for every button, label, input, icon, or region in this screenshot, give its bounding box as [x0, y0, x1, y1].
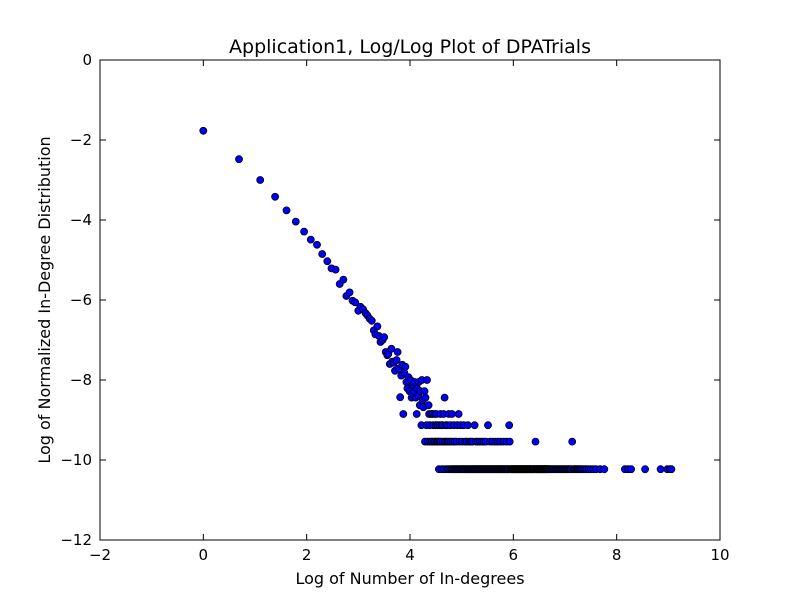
data-point — [568, 437, 577, 446]
data-point — [393, 348, 402, 356]
data-point — [199, 126, 208, 135]
data-point — [323, 257, 332, 266]
data-point — [470, 421, 479, 430]
y-tick-label: 0 — [82, 51, 92, 69]
data-point — [331, 265, 340, 274]
data-point — [447, 410, 456, 418]
data-point — [627, 465, 635, 474]
y-tick-label: −4 — [70, 211, 92, 229]
data-point — [667, 465, 676, 474]
x-tick-label: −2 — [89, 546, 111, 564]
data-point — [396, 393, 405, 402]
plot-frame — [99, 59, 721, 541]
data-point — [367, 316, 376, 325]
y-tick-label: −12 — [60, 531, 92, 549]
data-point — [412, 410, 421, 418]
y-tick-label: −8 — [70, 371, 92, 389]
data-point — [345, 288, 354, 297]
y-axis-label: Log of Normalized In-Degree Distribution — [35, 136, 54, 463]
x-tick-label: 6 — [509, 546, 519, 564]
x-tick-label: 2 — [302, 546, 312, 564]
data-point — [291, 217, 300, 226]
x-axis-label: Log of Number of In-degrees — [295, 569, 524, 588]
data-point — [380, 333, 389, 342]
data-point — [463, 421, 472, 430]
data-point — [505, 421, 514, 430]
data-point — [656, 465, 665, 474]
data-point — [454, 410, 463, 418]
data-point — [420, 387, 429, 396]
data-point — [313, 240, 321, 249]
data-point — [424, 401, 433, 410]
data-point — [399, 410, 408, 418]
y-tick-label: −2 — [70, 131, 92, 149]
data-point — [235, 155, 243, 164]
data-point — [600, 465, 609, 474]
data-point — [306, 235, 315, 244]
data-point — [300, 227, 309, 236]
data-point — [339, 275, 348, 284]
data-point — [421, 393, 430, 402]
data-point — [641, 465, 649, 474]
data-point — [505, 437, 514, 446]
y-tick-label: −10 — [60, 451, 92, 469]
x-tick-label: 4 — [405, 546, 415, 564]
data-point — [392, 356, 401, 364]
data-point — [440, 393, 449, 402]
data-point — [401, 362, 410, 371]
data-point — [351, 298, 360, 307]
data-point — [387, 344, 396, 353]
data-point — [484, 421, 492, 430]
y-tick-label: −6 — [70, 291, 92, 309]
x-tick-label: 8 — [612, 546, 622, 564]
data-point — [423, 376, 431, 384]
data-point — [271, 192, 280, 201]
axis-ticks: −2 0 2 4 6 8 10 −12 −10 −8 −6 −4 −2 0 — [60, 51, 729, 564]
data-point — [318, 250, 327, 258]
x-tick-label: 10 — [710, 546, 729, 564]
data-points — [199, 126, 676, 474]
data-point — [373, 322, 382, 331]
x-tick-label: 0 — [199, 546, 209, 564]
plot-area-background — [100, 60, 720, 540]
data-point — [256, 176, 265, 184]
data-point — [282, 206, 291, 215]
chart-title: Application1, Log/Log Plot of DPATrials — [229, 36, 591, 58]
data-point — [531, 437, 540, 446]
